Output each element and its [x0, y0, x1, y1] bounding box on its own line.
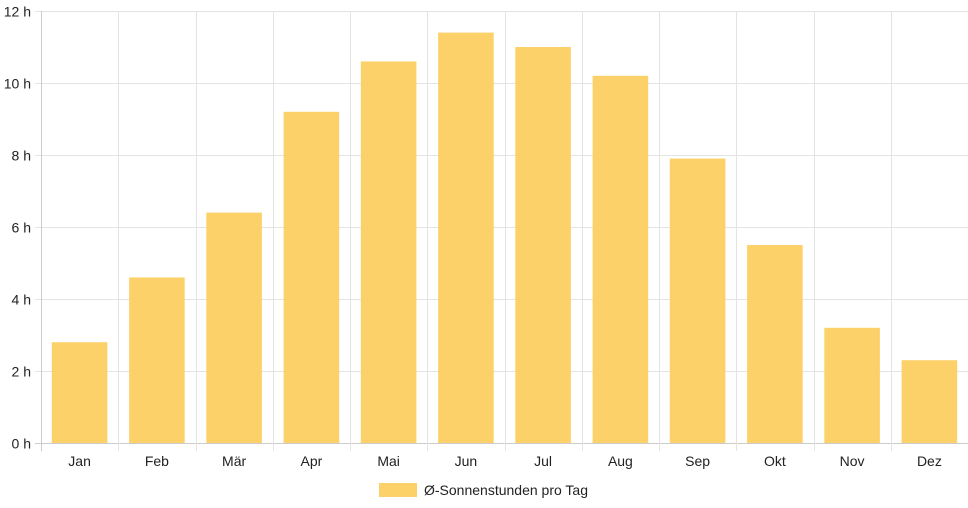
x-tick-label: Dez — [917, 453, 942, 469]
y-tick-label: 6 h — [12, 220, 31, 236]
x-tick-label: Sep — [685, 453, 710, 469]
x-tick-label: Okt — [764, 453, 786, 469]
x-tick-label: Apr — [301, 453, 323, 469]
bar-aug[interactable] — [592, 75, 649, 444]
x-tick-label: Mai — [377, 453, 400, 469]
bar-sep[interactable] — [669, 158, 726, 443]
bar-mai[interactable] — [360, 61, 417, 444]
bar-nov[interactable] — [824, 327, 880, 443]
x-tick-label: Nov — [840, 453, 865, 469]
y-axis-ticks: 0 h 2 h 4 h 6 h 8 h 10 h 12 h — [4, 4, 31, 452]
bar-jan[interactable] — [51, 342, 108, 443]
y-tick-label: 10 h — [4, 76, 31, 92]
y-tick-label: 2 h — [12, 364, 31, 380]
y-tick-label: 4 h — [12, 292, 31, 308]
bars — [51, 32, 958, 444]
x-tick-label: Jun — [455, 453, 478, 469]
legend-label: Ø-Sonnenstunden pro Tag — [424, 482, 588, 498]
x-tick-label: Aug — [608, 453, 633, 469]
grid-lines — [35, 11, 968, 451]
bar-mär[interactable] — [206, 212, 262, 443]
bar-apr[interactable] — [283, 111, 340, 444]
x-tick-label: Feb — [145, 453, 169, 469]
y-tick-label: 0 h — [12, 436, 31, 452]
bar-okt[interactable] — [747, 245, 803, 443]
x-tick-label: Mär — [222, 453, 246, 469]
legend-swatch — [379, 483, 417, 497]
bar-feb[interactable] — [129, 277, 185, 443]
bar-jul[interactable] — [515, 47, 571, 443]
x-tick-label: Jan — [68, 453, 91, 469]
legend[interactable]: Ø-Sonnenstunden pro Tag — [379, 482, 588, 498]
y-tick-label: 12 h — [4, 4, 31, 20]
bar-jun[interactable] — [438, 32, 494, 443]
x-tick-label: Jul — [534, 453, 552, 469]
y-tick-label: 8 h — [12, 148, 31, 164]
x-axis-ticks: Jan Feb Mär Apr Mai Jun Jul Aug Sep Okt Nov Dez — [68, 453, 942, 469]
bar-dez[interactable] — [901, 360, 958, 443]
